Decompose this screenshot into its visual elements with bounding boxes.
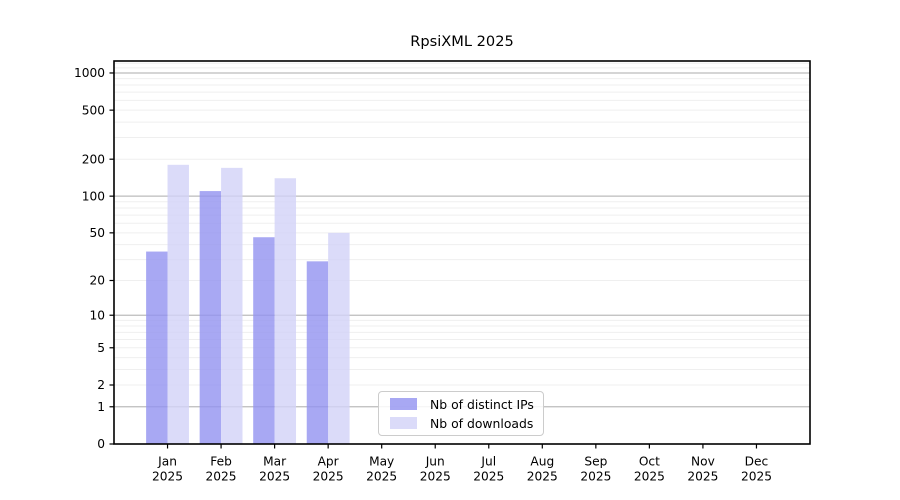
legend: Nb of distinct IPs Nb of downloads [378, 391, 544, 436]
x-tick-label-month: Sep [584, 455, 607, 469]
x-tick-label-month: Feb [210, 455, 232, 469]
y-tick-label: 0 [97, 437, 105, 451]
x-tick-label-month: Mar [263, 455, 287, 469]
y-tick-label: 1000 [74, 66, 105, 80]
x-tick-label-year: 2025 [687, 470, 718, 484]
x-tick-label-month: Oct [639, 455, 660, 469]
bar-distinct-ips [146, 251, 168, 444]
x-tick-label-year: 2025 [580, 470, 611, 484]
x-tick-label-year: 2025 [313, 470, 344, 484]
legend-item-distinct-ips: Nb of distinct IPs [390, 396, 534, 412]
plot-frame [113, 60, 811, 445]
x-tick-label-month: Jan [157, 455, 177, 469]
legend-label-downloads: Nb of downloads [430, 415, 534, 431]
legend-item-downloads: Nb of downloads [390, 415, 534, 431]
y-tick-label: 10 [89, 308, 105, 322]
y-tick-label: 20 [89, 274, 105, 288]
x-tick-label-year: 2025 [259, 470, 290, 484]
x-tick-label-year: 2025 [420, 470, 451, 484]
chart-title: RpsiXML 2025 [410, 33, 514, 50]
bar-downloads [328, 232, 350, 444]
x-tick-label-month: Jul [480, 455, 496, 469]
x-tick-label-month: Apr [318, 455, 340, 469]
x-tick-label-month: Jun [425, 455, 445, 469]
y-tick-label: 5 [97, 341, 105, 355]
y-tick-label: 100 [82, 189, 105, 203]
legend-swatch-distinct-ips-icon [390, 398, 417, 410]
y-tick-label: 500 [82, 103, 105, 117]
x-tick-label-year: 2025 [206, 470, 237, 484]
x-tick-label-year: 2025 [634, 470, 665, 484]
y-tick-label: 200 [82, 152, 105, 166]
bar-distinct-ips [199, 191, 222, 444]
x-tick-label-year: 2025 [366, 470, 397, 484]
x-tick-label-month: Nov [691, 455, 715, 469]
x-tick-label-year: 2025 [473, 470, 504, 484]
x-tick-label-year: 2025 [527, 470, 558, 484]
legend-swatch-downloads-icon [390, 417, 417, 429]
bar-distinct-ips [253, 237, 275, 444]
x-tick-label-year: 2025 [152, 470, 183, 484]
bar-distinct-ips [306, 261, 329, 444]
y-tick-label: 1 [97, 400, 105, 414]
bar-downloads [167, 164, 189, 444]
x-tick-label-month: Dec [745, 455, 769, 469]
x-tick-label-month: Aug [530, 455, 554, 469]
bar-downloads [274, 178, 297, 445]
y-tick-label: 2 [97, 378, 105, 392]
legend-label-distinct-ips: Nb of distinct IPs [430, 396, 534, 412]
x-tick-label-month: May [369, 455, 394, 469]
bar-downloads [221, 167, 243, 444]
x-tick-label-year: 2025 [741, 470, 772, 484]
y-tick-label: 50 [89, 226, 105, 240]
